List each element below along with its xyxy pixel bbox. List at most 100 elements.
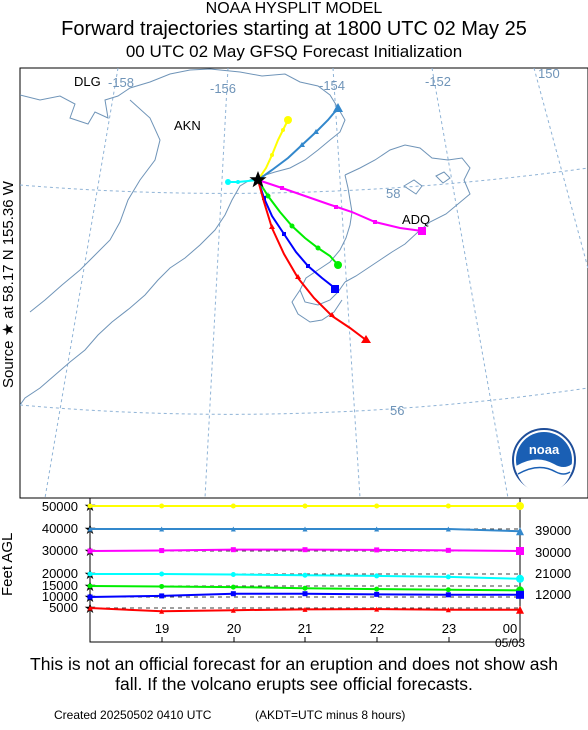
height-series-point <box>230 526 236 532</box>
height-x-ticks: 19 20 21 22 23 00 05/03 <box>155 621 526 650</box>
height-series-point <box>516 590 524 599</box>
height-series-point <box>230 591 236 597</box>
traj-green-line <box>257 179 339 266</box>
x-tick-19: 19 <box>155 621 169 636</box>
traj-blue-40000-point <box>313 129 319 134</box>
place-akn: AKN <box>174 118 201 133</box>
height-series-point <box>87 583 93 589</box>
traj-magenta-point <box>373 220 377 224</box>
y-tick-15000: 15000 <box>42 578 78 593</box>
traj-green-point <box>289 223 295 229</box>
height-series-point <box>230 607 236 613</box>
y-tick-10000: 10000 <box>42 589 78 604</box>
noaa-logo: noaa <box>512 428 576 494</box>
height-series-point <box>374 586 380 592</box>
height-series-point <box>302 547 308 553</box>
traj-red-end <box>361 335 371 343</box>
height-series-point <box>516 605 524 614</box>
height-series-point <box>87 503 93 509</box>
y-tick-30000: 30000 <box>42 543 78 558</box>
lat-gridline-56 <box>20 387 588 415</box>
islet-1 <box>403 179 423 195</box>
height-series-point <box>374 573 380 579</box>
lat-label-56: 56 <box>390 403 404 418</box>
height-series-point <box>445 607 451 613</box>
height-series-point <box>445 503 451 509</box>
traj-blue-10000-line <box>257 179 337 290</box>
lon-gridline-152 <box>431 68 509 498</box>
y-tick-5000: 5000 <box>49 600 78 615</box>
y-tick-50000: 50000 <box>42 499 78 514</box>
height-series-point <box>302 585 308 591</box>
alaska-peninsula-coast <box>20 68 346 406</box>
height-series-point <box>516 502 524 510</box>
height-series-point <box>159 503 165 509</box>
height-series-point <box>230 584 236 590</box>
height-series-point <box>230 503 236 509</box>
traj-green-end <box>334 261 342 269</box>
coastlines <box>20 68 471 406</box>
height-series-point <box>374 526 380 532</box>
height-y-ticks: 50000 40000 30000 20000 15000 10000 5000 <box>42 499 78 615</box>
place-dlg: DLG <box>74 74 101 89</box>
lon-label-154: -154 <box>319 78 345 93</box>
lat-gridline-58 <box>20 167 588 194</box>
height-series-point <box>159 583 165 589</box>
x-tick-20: 20 <box>227 621 241 636</box>
traj-red-point <box>269 224 275 229</box>
traj-blue-10000-point <box>306 264 310 268</box>
height-series-point <box>87 571 93 577</box>
kodiak-north-coast <box>344 144 471 283</box>
disclaimer-text: This is not an official forecast for an … <box>30 654 558 694</box>
x-tick-date: 05/03 <box>495 636 525 650</box>
right-label-39000: 39000 <box>535 523 571 538</box>
height-series-point <box>302 572 308 578</box>
height-series-point <box>159 608 165 614</box>
traj-blue-10000-end <box>331 285 339 293</box>
right-label-12000: 12000 <box>535 587 571 602</box>
height-series-point <box>445 574 451 580</box>
height-series-point <box>445 587 451 593</box>
lon-label-158: -158 <box>108 75 134 90</box>
height-series-point <box>516 527 524 536</box>
traj-magenta-end <box>418 227 426 235</box>
traj-cyan-end <box>225 179 231 185</box>
traj-blue-10000-point <box>282 232 286 236</box>
height-series-point <box>302 503 308 509</box>
lon-label-152: -152 <box>425 74 451 89</box>
inner-coast <box>29 99 161 313</box>
height-series-point <box>445 526 451 532</box>
lon-label-150: 150 <box>538 66 560 81</box>
traj-yellow-point <box>270 153 274 157</box>
kodiak-south-coast <box>291 289 343 323</box>
x-tick-23: 23 <box>442 621 456 636</box>
traj-blue-40000-point <box>299 142 305 147</box>
traj-magenta-point <box>334 205 338 209</box>
traj-magenta-line <box>257 179 423 232</box>
height-series-point <box>87 548 93 554</box>
lat-label-58: 58 <box>386 186 400 201</box>
height-series-point <box>302 606 308 612</box>
traj-magenta-point <box>280 186 284 190</box>
height-series-point <box>374 547 380 553</box>
traj-blue-40000-end <box>333 103 343 112</box>
height-series-point <box>87 526 93 532</box>
height-series-point <box>87 594 93 600</box>
model-title: NOAA HYSPLIT MODEL <box>205 0 383 17</box>
height-series-point <box>374 606 380 612</box>
height-series-point <box>302 526 308 532</box>
traj-green-point <box>315 245 321 251</box>
traj-cyan-line <box>228 179 259 183</box>
traj-green-point <box>265 193 271 199</box>
trajectory-title: Forward trajectories starting at 1800 UT… <box>61 18 527 40</box>
islet-2 <box>435 171 451 184</box>
source-label: Source ★ at 58.17 N 155.36 W <box>0 180 17 388</box>
height-series-point <box>445 592 451 598</box>
lon-label-156: -156 <box>210 81 236 96</box>
noaa-logo-text: noaa <box>529 442 560 457</box>
timezone-note: (AKDT=UTC minus 8 hours) <box>255 708 406 722</box>
traj-yellow-end <box>284 116 292 124</box>
lon-gridline-150 <box>533 68 588 271</box>
kodiak-island <box>299 174 353 306</box>
traj-red-point <box>295 274 301 279</box>
